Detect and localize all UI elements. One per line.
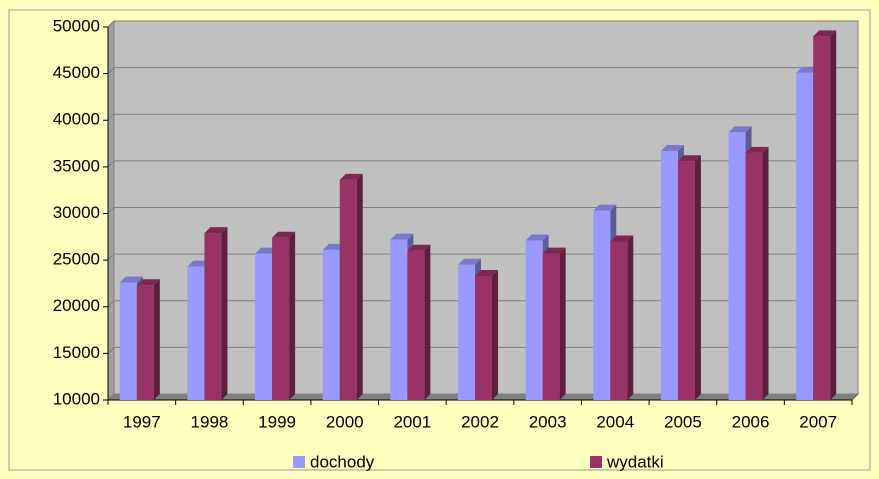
x-tick-label: 1998 (191, 412, 229, 431)
bar (390, 239, 408, 400)
bar-top (272, 231, 296, 238)
bar (593, 210, 611, 400)
bar-top (813, 30, 837, 37)
bar (458, 264, 475, 400)
y-tick-label: 50000 (53, 16, 100, 35)
bar-side (221, 227, 228, 400)
grid-line (107, 20, 858, 28)
bar-side (289, 231, 296, 400)
bar-top (458, 258, 481, 265)
bar-top (728, 126, 752, 133)
y-tick-label: 15000 (53, 343, 100, 362)
bar (660, 151, 678, 400)
bar (255, 253, 273, 400)
bar-top (542, 247, 566, 254)
bar-top (677, 155, 701, 162)
x-tick-label: 2004 (596, 412, 634, 431)
bar-side (830, 30, 837, 400)
bar (322, 249, 340, 400)
y-tick-label: 25000 (53, 250, 100, 269)
y-tick-label: 20000 (53, 296, 100, 315)
legend-key (590, 456, 602, 468)
grid-line (107, 160, 858, 168)
bar (796, 72, 814, 400)
y-tick-label: 10000 (53, 389, 100, 408)
bar-side (153, 279, 160, 400)
bar (610, 241, 628, 400)
bar-side (694, 155, 701, 400)
x-tick-label: 2007 (799, 412, 837, 431)
legend-label: dochody (310, 452, 375, 471)
bar (272, 237, 290, 400)
legend-label: wydatki (606, 452, 664, 471)
bar (728, 132, 746, 400)
bar (407, 250, 425, 400)
bar-top (593, 204, 617, 211)
x-tick-label: 2000 (326, 412, 364, 431)
bar (677, 161, 695, 400)
bar-top (475, 269, 498, 276)
bar (136, 285, 154, 400)
bar (475, 275, 492, 400)
bar (745, 152, 763, 400)
bar-side (424, 244, 431, 400)
x-tick-label: 2002 (461, 412, 499, 431)
x-tick-label: 2006 (732, 412, 770, 431)
bar-top (745, 146, 769, 153)
bar-side (627, 235, 634, 400)
x-tick-label: 1999 (258, 412, 296, 431)
y-tick-label: 45000 (53, 63, 100, 82)
bar-top (204, 227, 228, 234)
bar (204, 233, 222, 400)
grid-line (107, 67, 858, 74)
bar-side (559, 247, 566, 400)
bar-top (119, 276, 143, 283)
bar-top (407, 244, 431, 251)
bar-top (136, 279, 160, 286)
bar-side (492, 269, 498, 400)
x-tick-label: 2001 (393, 412, 431, 431)
bar-top (660, 145, 684, 152)
bar-top (610, 235, 634, 242)
bar (525, 240, 543, 400)
x-tick-label: 2005 (664, 412, 702, 431)
x-tick-label: 2003 (529, 412, 567, 431)
legend-key (293, 456, 305, 468)
bar (542, 253, 560, 400)
y-tick-label: 40000 (53, 110, 100, 129)
bar (187, 266, 205, 400)
bar-top (525, 234, 549, 241)
y-tick-label: 35000 (53, 156, 100, 175)
grid-line (107, 113, 858, 121)
bar-side (762, 146, 769, 400)
bar-top (390, 233, 414, 240)
bar-top (339, 173, 363, 180)
bar (119, 282, 137, 400)
bar (339, 179, 357, 400)
bar-side (356, 173, 363, 400)
y-tick-label: 30000 (53, 203, 100, 222)
x-tick-label: 1997 (123, 412, 161, 431)
bar (813, 36, 831, 400)
